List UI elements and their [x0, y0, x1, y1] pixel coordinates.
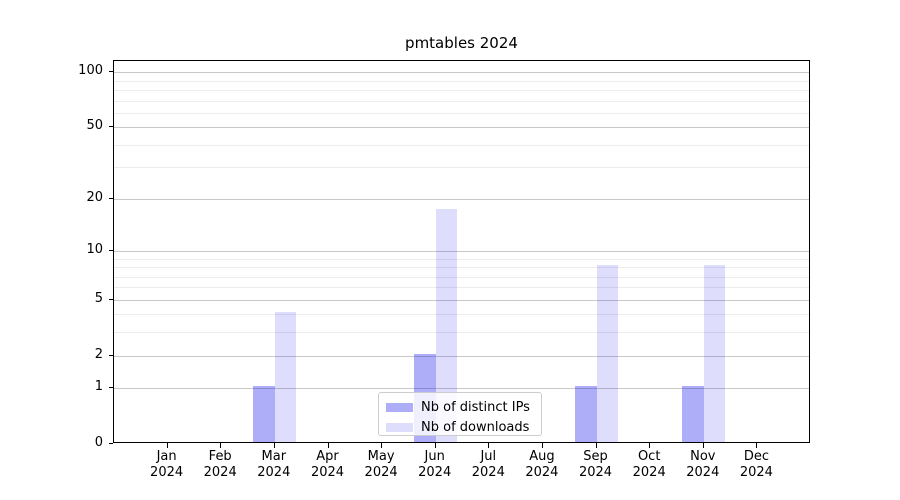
minor-gridline [114, 258, 809, 260]
x-tick-mark [166, 443, 168, 448]
bar-downloads [703, 265, 726, 442]
x-tick-label: Dec 2024 [739, 449, 773, 480]
x-tick-label: Nov 2024 [686, 449, 720, 480]
x-tick-label: Jul 2024 [471, 449, 505, 480]
major-gridline [114, 250, 809, 252]
x-tick-mark [649, 443, 651, 448]
bar-downloads [435, 209, 458, 442]
x-tick-label: Oct 2024 [632, 449, 666, 480]
y-tick-mark [109, 249, 113, 251]
major-gridline [114, 127, 809, 129]
major-gridline [114, 355, 809, 357]
legend-item-distinct-ips: Nb of distinct IPs [386, 399, 541, 415]
minor-gridline [114, 267, 809, 268]
major-gridline [114, 388, 809, 390]
bar-downloads [274, 312, 297, 442]
y-tick-mark [109, 443, 113, 444]
y-tick-mark [109, 387, 113, 389]
x-tick-label: Jan 2024 [150, 449, 184, 480]
y-tick-label: 5 [94, 290, 103, 306]
y-tick-label: 1 [94, 379, 103, 395]
plot-area: Nb of distinct IPs Nb of downloads [113, 60, 810, 443]
minor-gridline [114, 112, 809, 114]
x-tick-mark [488, 443, 490, 448]
x-tick-mark [595, 443, 597, 448]
y-tick-mark [109, 197, 113, 199]
minor-gridline [114, 332, 809, 334]
y-tick-mark [109, 71, 113, 73]
x-tick-label: Feb 2024 [203, 449, 237, 480]
bar-distinct-ips [253, 386, 275, 442]
x-tick-label: Jun 2024 [418, 449, 452, 480]
chart-title: pmtables 2024 [405, 34, 518, 52]
y-tick-label: 10 [86, 241, 103, 257]
y-tick-mark [109, 354, 113, 356]
x-tick-mark [327, 443, 329, 448]
y-tick-label: 50 [86, 118, 103, 134]
legend-swatch-downloads-icon [386, 422, 413, 432]
x-tick-mark [273, 443, 275, 448]
minor-gridline [114, 276, 809, 278]
bar-distinct-ips [682, 386, 704, 442]
y-tick-label: 2 [94, 346, 103, 362]
x-tick-mark [756, 443, 758, 448]
bar-downloads [596, 265, 618, 442]
minor-gridline [114, 80, 809, 82]
legend-item-downloads: Nb of downloads [386, 419, 541, 435]
x-tick-mark [220, 443, 222, 448]
y-tick-label: 20 [86, 189, 103, 205]
bar-distinct-ips [575, 386, 597, 442]
y-tick-label: 0 [94, 435, 103, 450]
y-tick-mark [109, 126, 113, 128]
x-tick-label: Apr 2024 [310, 449, 345, 480]
minor-gridline [114, 167, 809, 169]
major-gridline [114, 299, 809, 301]
y-tick-mark [109, 298, 113, 300]
x-tick-mark [541, 443, 543, 448]
x-tick-mark [434, 443, 436, 448]
legend-swatch-distinct-ips-icon [386, 402, 413, 412]
major-gridline [114, 198, 809, 200]
major-gridline [114, 72, 809, 74]
legend-label-downloads: Nb of downloads [421, 419, 530, 435]
x-tick-label: Aug 2024 [525, 449, 559, 480]
x-tick-mark [702, 443, 704, 448]
y-tick-label: 100 [78, 63, 103, 79]
minor-gridline [114, 287, 809, 289]
x-tick-mark [381, 443, 383, 448]
legend-label-distinct-ips: Nb of distinct IPs [421, 399, 530, 415]
x-tick-label: Mar 2024 [257, 449, 291, 480]
minor-gridline [114, 144, 809, 146]
legend: Nb of distinct IPs Nb of downloads [378, 392, 542, 436]
x-tick-label: May 2024 [364, 449, 398, 480]
x-tick-label: Sep 2024 [578, 449, 613, 480]
minor-gridline [114, 314, 809, 316]
minor-gridline [114, 89, 809, 91]
minor-gridline [114, 100, 809, 102]
